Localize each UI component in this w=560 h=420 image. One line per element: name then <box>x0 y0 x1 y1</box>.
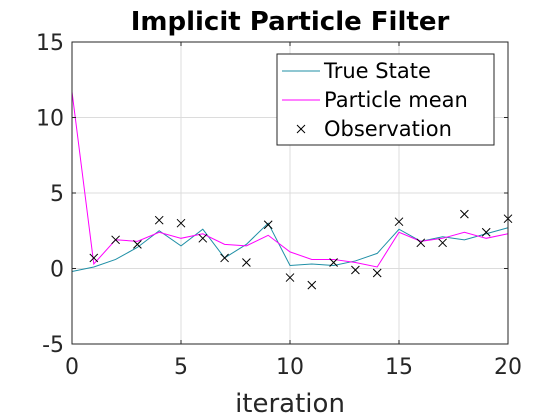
true-state-line <box>71 222 509 273</box>
legend-entry-true-state: True State <box>282 59 431 83</box>
legend-label: True State <box>323 59 431 83</box>
y-tick-label: 0 <box>50 258 64 283</box>
observation-marker <box>154 215 164 225</box>
observation-marker <box>460 209 469 219</box>
x-tick-label: 15 <box>385 355 413 380</box>
y-tick-label: 5 <box>50 182 64 207</box>
x-axis-label: iteration <box>235 389 345 419</box>
observation-marker <box>307 280 317 290</box>
observation-marker <box>111 235 120 245</box>
chart-title: Implicit Particle Filter <box>131 7 450 37</box>
legend-label: Observation <box>324 117 452 141</box>
x-tick-label: 5 <box>174 355 188 380</box>
legend-swatch <box>296 124 306 134</box>
particle-mean-line <box>71 91 509 268</box>
y-tick-label: 15 <box>36 31 64 56</box>
observation-marker <box>481 227 491 237</box>
y-tick-label: 10 <box>36 107 64 132</box>
observation-marker <box>89 253 99 263</box>
y-tick-label: -5 <box>42 333 64 358</box>
x-tick-label: 10 <box>276 355 304 380</box>
y-axis: -5 0 5 10 15 <box>36 31 508 358</box>
x-axis: 0 5 10 15 20 <box>65 42 522 380</box>
observation-marker <box>416 238 426 248</box>
plot-area <box>71 91 513 290</box>
legend-entry-particle-mean: Particle mean <box>282 88 468 112</box>
observation-marker <box>133 239 142 249</box>
legend: True State Particle mean Observation <box>276 53 495 146</box>
legend-label: Particle mean <box>324 88 468 112</box>
observation-marker <box>176 218 186 228</box>
observation-marker <box>242 258 251 267</box>
observation-marker <box>263 220 273 230</box>
legend-entry-observation: Observation <box>296 117 452 141</box>
observation-marker <box>220 253 229 263</box>
observation-marker <box>394 217 404 227</box>
observation-marker <box>351 265 360 275</box>
observation-marker <box>285 273 295 282</box>
x-tick-label: 0 <box>65 355 79 380</box>
observation-marker <box>329 258 338 267</box>
observation-marker <box>198 233 208 243</box>
x-tick-label: 20 <box>494 355 522 380</box>
observation-marker <box>372 268 382 278</box>
observation-marker <box>438 238 447 248</box>
